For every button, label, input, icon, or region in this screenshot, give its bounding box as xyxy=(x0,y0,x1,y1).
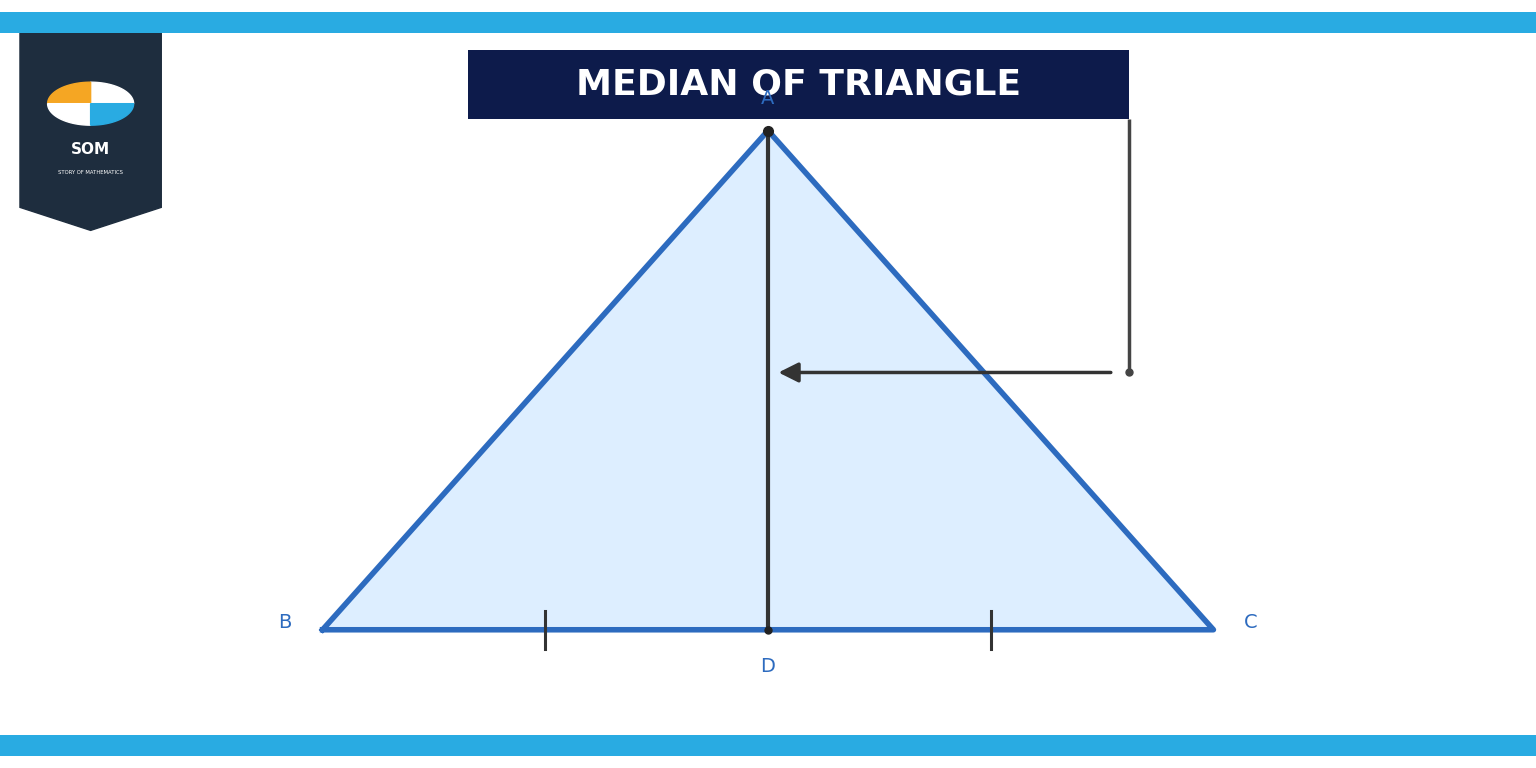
Text: MEDIAN OF TRIANGLE: MEDIAN OF TRIANGLE xyxy=(576,68,1021,101)
Polygon shape xyxy=(91,82,134,104)
Polygon shape xyxy=(91,104,134,125)
Text: A: A xyxy=(762,88,774,108)
Text: D: D xyxy=(760,657,776,676)
Text: SOM: SOM xyxy=(71,142,111,157)
Bar xyxy=(468,50,1129,119)
Polygon shape xyxy=(323,131,1213,630)
Text: STORY OF MATHEMATICS: STORY OF MATHEMATICS xyxy=(58,170,123,174)
Text: B: B xyxy=(278,613,292,631)
Polygon shape xyxy=(48,104,91,125)
Text: C: C xyxy=(1244,613,1258,631)
Polygon shape xyxy=(48,82,91,104)
Polygon shape xyxy=(20,27,161,230)
